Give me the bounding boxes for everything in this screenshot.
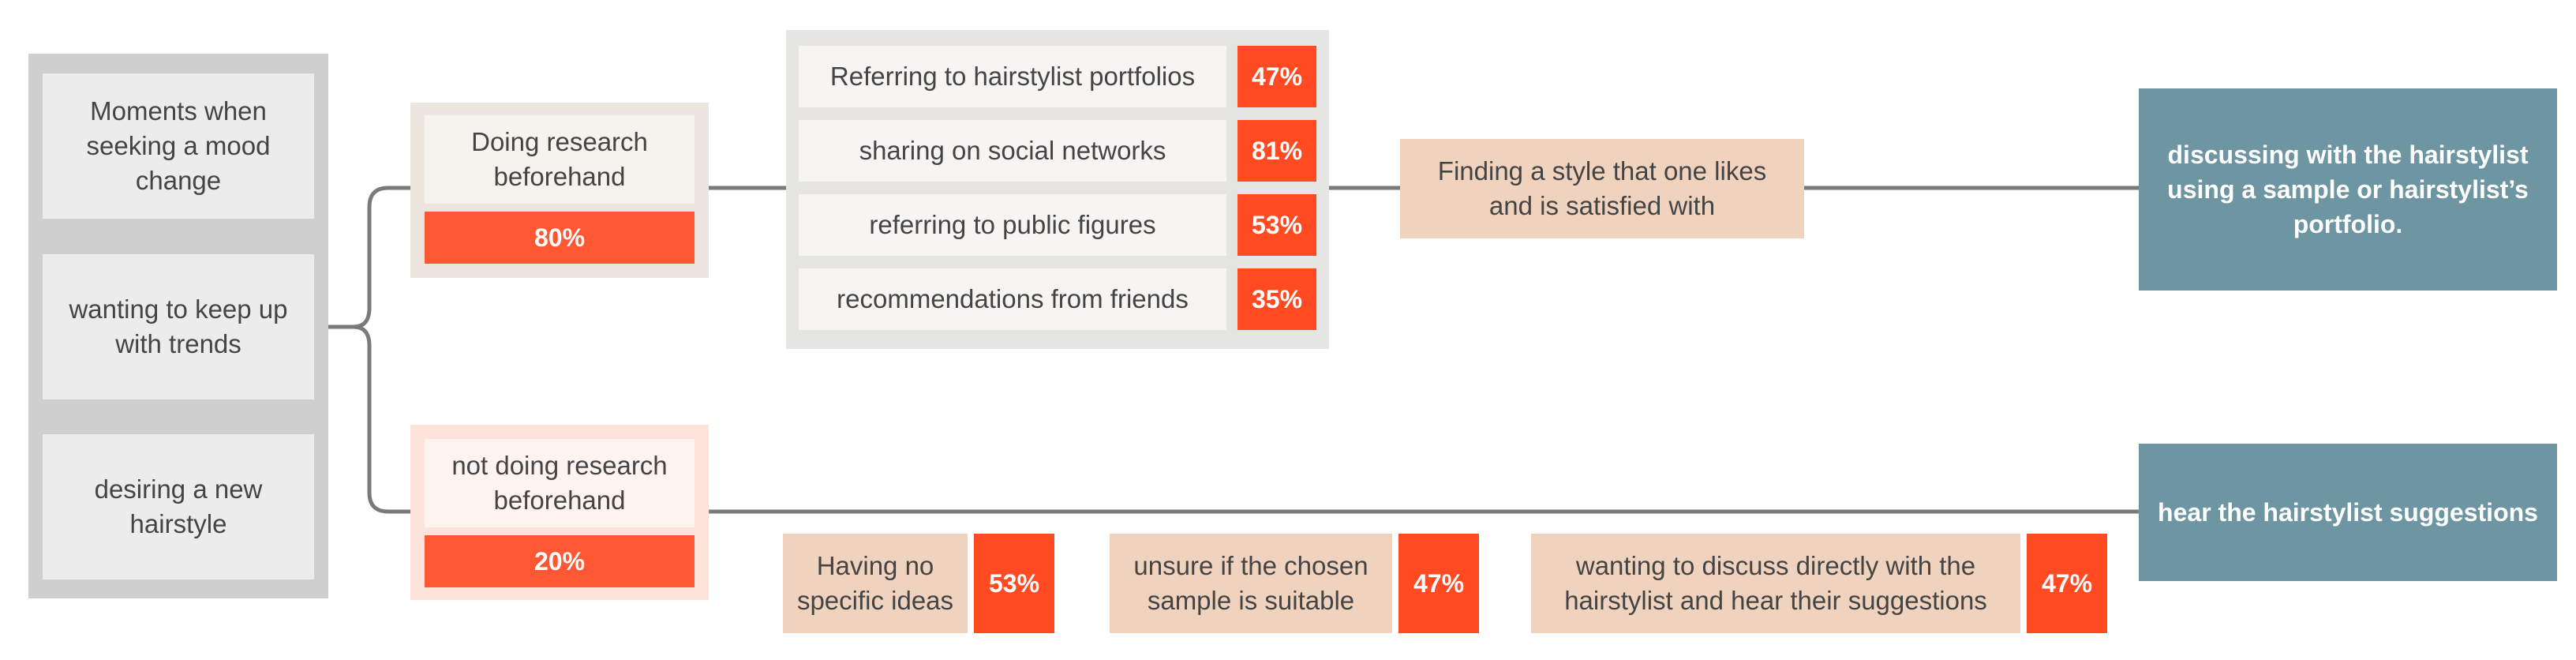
method-label: Referring to hairstylist portfolios [829, 62, 1196, 91]
no-research-percent: 20% [534, 546, 586, 576]
trigger-new-hairstyle: desiring a new hairstyle [43, 434, 314, 579]
method-item: recommendations from friends [799, 268, 1226, 330]
method-percent: 35% [1251, 284, 1303, 313]
reason-label: Having no specific ideas [796, 551, 954, 615]
reason-percent-badge: 47% [1398, 534, 1479, 633]
reason-item: wanting to discuss directly with the hai… [1531, 534, 2020, 633]
trigger-mood-change: Moments when seeking a mood change [43, 73, 314, 219]
trigger-label: Moments when seeking a mood change [86, 96, 271, 195]
no-research-percent-bar: 20% [425, 535, 695, 587]
method-label: referring to public figures [869, 210, 1156, 239]
research-percent: 80% [534, 223, 586, 252]
no-research-branch-label: not doing research beforehand [425, 439, 695, 527]
reason-label: wanting to discuss directly with the hai… [1564, 551, 1987, 615]
method-percent: 81% [1251, 136, 1303, 165]
outcome-no-research: hear the hairstylist suggestions [2139, 444, 2557, 581]
method-item: sharing on social networks [799, 120, 1226, 182]
reason-item: unsure if the chosen sample is suitable [1110, 534, 1392, 633]
method-item: referring to public figures [799, 194, 1226, 256]
goal-box: Finding a style that one likes and is sa… [1400, 139, 1804, 238]
outcome-no-research-label: hear the hairstylist suggestions [2158, 498, 2538, 527]
method-label: sharing on social networks [859, 136, 1166, 165]
reason-percent-badge: 53% [974, 534, 1054, 633]
trigger-label: wanting to keep up with trends [69, 294, 288, 358]
outcome-research-label: discussing with the hairstylist using a … [2167, 141, 2529, 238]
research-branch-text: Doing research beforehand [471, 127, 648, 191]
method-percent: 47% [1251, 62, 1303, 91]
research-branch-label: Doing research beforehand [425, 115, 695, 204]
goal-label: Finding a style that one likes and is sa… [1437, 156, 1767, 220]
research-percent-bar: 80% [425, 212, 695, 264]
method-item: Referring to hairstylist portfolios [799, 46, 1226, 107]
method-percent-badge: 47% [1237, 46, 1316, 107]
reason-percent: 47% [1413, 568, 1465, 598]
reason-item: Having no specific ideas [783, 534, 968, 633]
method-percent-badge: 35% [1237, 268, 1316, 330]
reason-label: unsure if the chosen sample is suitable [1133, 551, 1368, 615]
trigger-label: desiring a new hairstyle [94, 474, 263, 538]
trigger-keep-up-trends: wanting to keep up with trends [43, 254, 314, 399]
method-percent-badge: 53% [1237, 194, 1316, 256]
method-percent: 53% [1251, 210, 1303, 239]
method-percent-badge: 81% [1237, 120, 1316, 182]
no-research-branch-text: not doing research beforehand [451, 451, 668, 515]
reason-percent: 47% [2041, 568, 2093, 598]
method-label: recommendations from friends [837, 284, 1189, 313]
branch-brace [353, 186, 410, 514]
reason-percent-badge: 47% [2027, 534, 2107, 633]
outcome-research: discussing with the hairstylist using a … [2139, 88, 2557, 291]
reason-percent: 53% [988, 568, 1040, 598]
